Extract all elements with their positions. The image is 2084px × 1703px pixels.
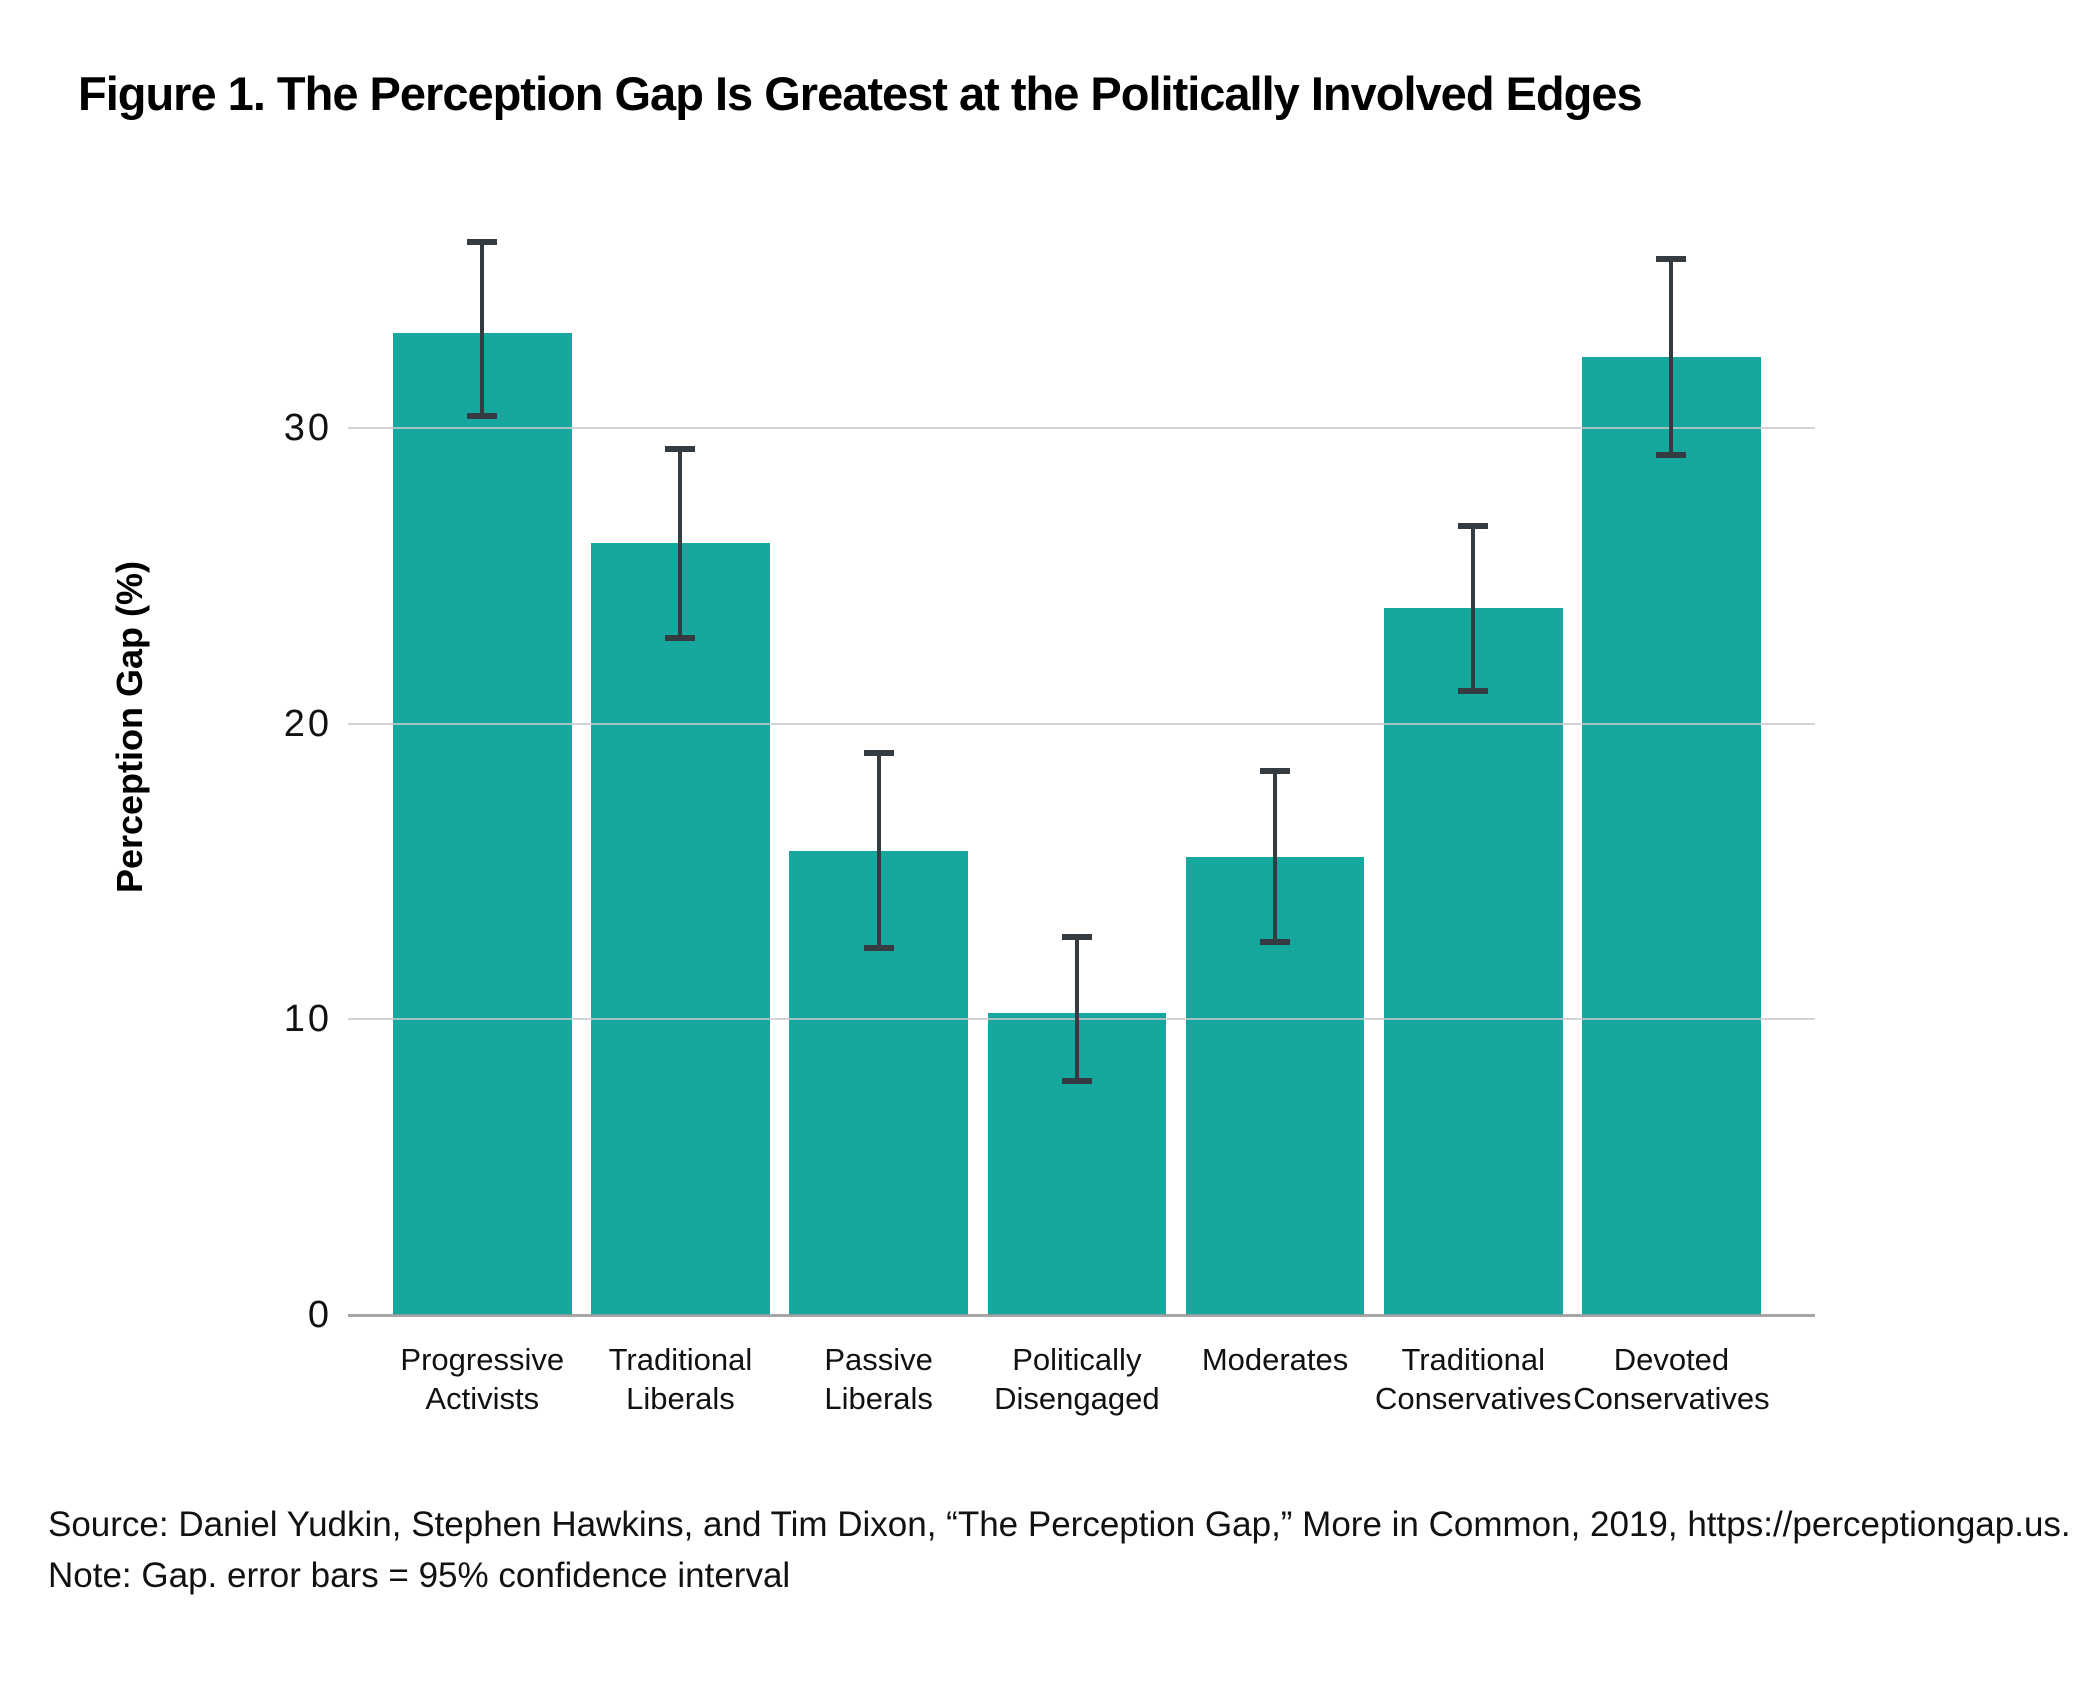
error-bar-cap <box>1458 688 1489 695</box>
bar-devoted-conservatives <box>1582 357 1761 1315</box>
x-category-label-progressive-activists: Progressive Activists <box>347 1340 617 1418</box>
figure-footer: Source: Daniel Yudkin, Stephen Hawkins, … <box>48 1500 2071 1602</box>
error-bar-line <box>1273 770 1278 943</box>
x-category-label-traditional-conservatives: Traditional Conservatives <box>1338 1340 1608 1418</box>
error-bar-line <box>876 753 881 949</box>
x-category-label-line: Liberals <box>626 1381 735 1416</box>
gridline-y-20 <box>348 722 1815 725</box>
bar-progressive-activists <box>393 333 572 1315</box>
error-bar-cap <box>467 413 498 420</box>
error-bar-cap <box>1458 522 1489 529</box>
x-category-label-moderates: Moderates <box>1140 1340 1410 1379</box>
bar-traditional-liberals <box>591 543 770 1315</box>
error-bar-cap <box>665 634 696 641</box>
error-bar-line <box>1471 525 1476 692</box>
x-category-label-line: Progressive <box>400 1342 565 1377</box>
x-category-label-line: Liberals <box>824 1381 933 1416</box>
x-category-label-line: Traditional <box>1401 1342 1546 1377</box>
gridline-y-0 <box>348 1314 1815 1317</box>
error-bar-cap <box>1260 767 1291 774</box>
x-category-label-line: Disengaged <box>994 1381 1160 1416</box>
error-bar-cap <box>467 238 498 245</box>
y-tick-label-0: 0 <box>307 1294 332 1336</box>
error-bar-line <box>480 241 485 417</box>
figure-title: Figure 1. The Perception Gap Is Greatest… <box>78 67 1643 120</box>
error-bar-cap <box>665 445 696 452</box>
error-bar-line <box>1669 259 1674 455</box>
x-category-label-line: Conservatives <box>1375 1381 1572 1416</box>
error-bar-cap <box>1061 1078 1092 1085</box>
error-bar-cap <box>1656 256 1687 263</box>
x-category-label-devoted-conservatives: Devoted Conservatives <box>1536 1340 1806 1418</box>
x-category-label-line: Traditional <box>608 1342 753 1377</box>
y-tick-label-20: 20 <box>283 702 332 745</box>
x-category-label-line: Passive <box>824 1342 933 1377</box>
bar-traditional-conservatives <box>1384 608 1563 1315</box>
y-tick-label-10: 10 <box>283 998 332 1041</box>
x-category-label-line: Devoted <box>1613 1342 1730 1377</box>
y-tick-label-30: 30 <box>283 407 332 450</box>
x-category-label-line: Conservatives <box>1573 1381 1770 1416</box>
x-category-label-traditional-liberals: Traditional Liberals <box>545 1340 815 1418</box>
note-text: Note: Gap. error bars = 95% confidence i… <box>48 1555 791 1595</box>
error-bar-cap <box>1260 939 1291 946</box>
x-category-label-line: Politically <box>1012 1342 1142 1377</box>
x-category-label-line: Moderates <box>1201 1342 1349 1377</box>
x-category-label-passive-liberals: Passive Liberals <box>744 1340 1014 1418</box>
error-bar-cap <box>1656 451 1687 458</box>
source-text: Source: Daniel Yudkin, Stephen Hawkins, … <box>48 1505 2071 1544</box>
gridline-y-30 <box>348 427 1815 430</box>
error-bar-line <box>1074 936 1079 1082</box>
x-category-label-line: Activists <box>425 1381 540 1416</box>
error-bar-line <box>678 448 683 638</box>
gridline-y-10 <box>348 1018 1815 1021</box>
error-bar-cap <box>863 945 894 952</box>
error-bar-cap <box>863 750 894 757</box>
error-bar-cap <box>1061 933 1092 940</box>
x-category-label-politically-disengaged: Politically Disengaged <box>942 1340 1212 1418</box>
